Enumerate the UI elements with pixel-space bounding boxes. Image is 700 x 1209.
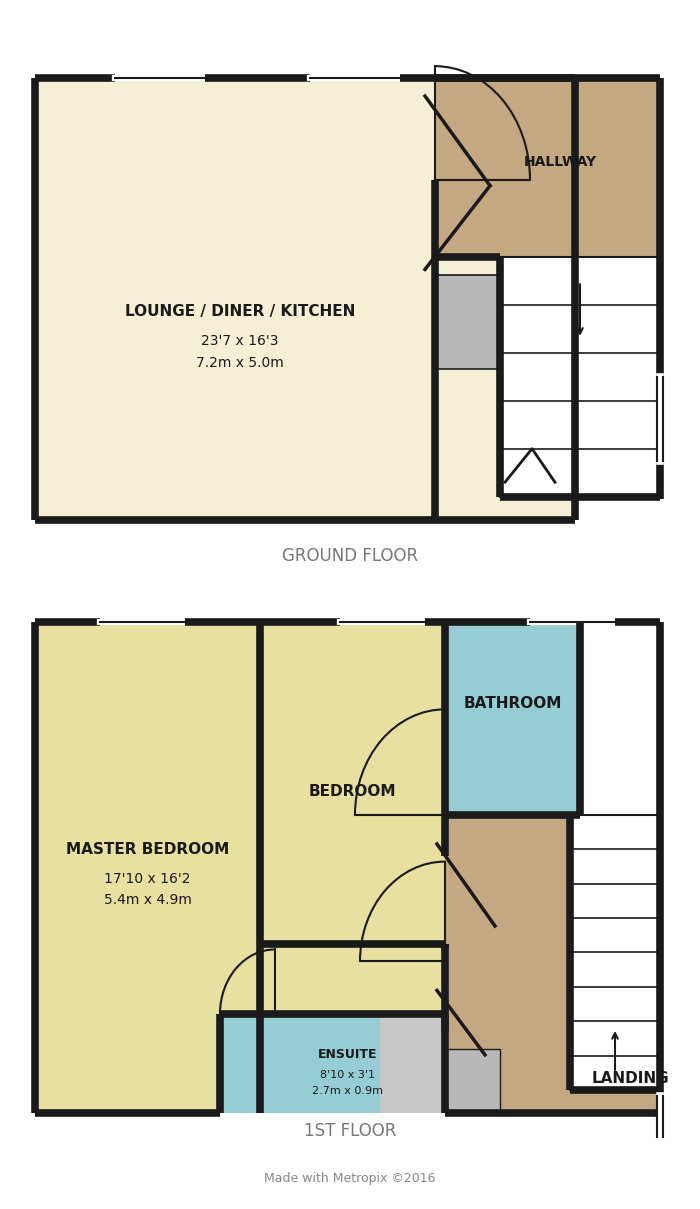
- Bar: [570, 815, 660, 1091]
- Bar: [500, 258, 660, 497]
- Bar: [35, 79, 575, 520]
- Text: 7.2m x 5.0m: 7.2m x 5.0m: [196, 355, 284, 370]
- Bar: [35, 621, 260, 1113]
- Text: BEDROOM: BEDROOM: [309, 783, 396, 799]
- Text: 1ST FLOOR: 1ST FLOOR: [304, 1122, 396, 1140]
- Text: MASTER BEDROOM: MASTER BEDROOM: [66, 843, 229, 857]
- Bar: [260, 621, 445, 943]
- Bar: [500, 258, 660, 497]
- Text: ENSUITE: ENSUITE: [318, 1048, 377, 1062]
- Text: BATHROOM: BATHROOM: [463, 696, 561, 711]
- Text: GROUND FLOOR: GROUND FLOOR: [282, 548, 418, 566]
- Text: 17'10 x 16'2: 17'10 x 16'2: [104, 872, 190, 886]
- Text: LOUNGE / DINER / KITCHEN: LOUNGE / DINER / KITCHEN: [125, 303, 355, 319]
- Text: 8'10 x 3'1: 8'10 x 3'1: [320, 1070, 375, 1080]
- Bar: [435, 276, 500, 369]
- Bar: [435, 79, 660, 258]
- Text: 5.4m x 4.9m: 5.4m x 4.9m: [104, 893, 191, 907]
- Bar: [220, 1014, 380, 1113]
- Text: 2.7m x 0.9m: 2.7m x 0.9m: [312, 1086, 383, 1097]
- Text: 23'7 x 16'3: 23'7 x 16'3: [202, 334, 279, 348]
- Bar: [380, 1014, 445, 1113]
- Bar: [260, 943, 445, 1113]
- Bar: [445, 815, 660, 1113]
- Text: Made with Metropix ©2016: Made with Metropix ©2016: [265, 1173, 435, 1185]
- Text: LANDING: LANDING: [592, 1071, 668, 1086]
- Text: HALLWAY: HALLWAY: [524, 155, 596, 169]
- Bar: [445, 621, 580, 815]
- Bar: [445, 1049, 500, 1113]
